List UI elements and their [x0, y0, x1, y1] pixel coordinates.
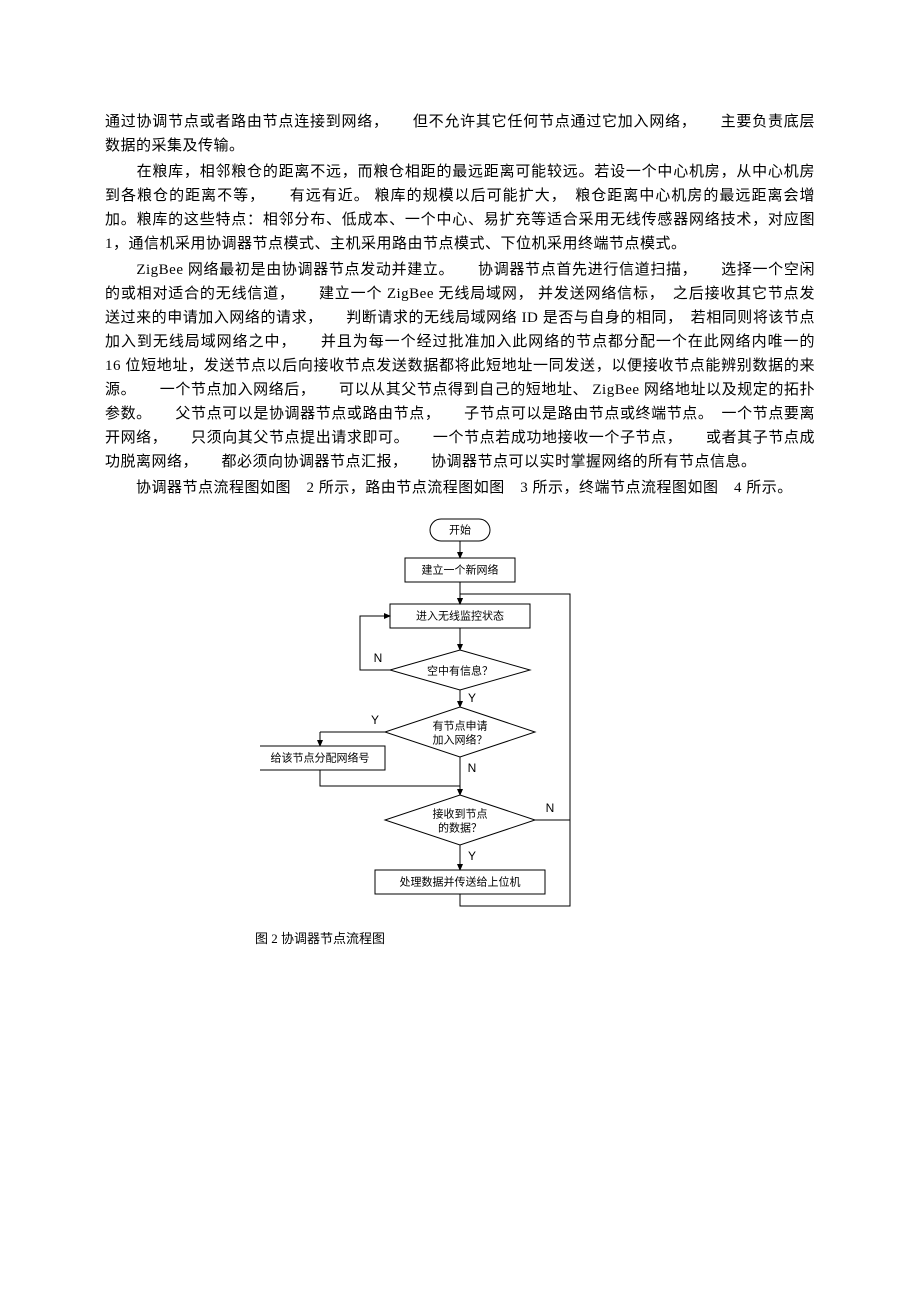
label-y: Y: [468, 849, 476, 863]
node-assign-label: 给该节点分配网络号: [271, 751, 370, 765]
flowchart-figure-2: 开始 建立一个新网络 进入无线监控状态 空中有信息？ N Y 有节点申请 加入网…: [260, 510, 660, 920]
node-monitor-label: 进入无线监控状态: [416, 609, 504, 623]
edge-assign-merge: [320, 770, 460, 786]
document-page: 通过协调节点或者路由节点连接到网络， 但不允许其它任何节点通过它加入网络， 主要…: [0, 0, 920, 1007]
figure-2-caption: 图 2 协调器节点流程图: [255, 928, 815, 947]
node-recv-label2: 的数据？: [438, 821, 482, 835]
label-y: Y: [468, 691, 476, 705]
node-apply-label1: 有节点申请: [433, 719, 488, 733]
node-hasinfo-label: 空中有信息？: [427, 664, 493, 678]
label-n: N: [374, 651, 383, 665]
label-n: N: [468, 761, 477, 775]
node-start-label: 开始: [449, 523, 471, 537]
node-create-label: 建立一个新网络: [422, 563, 499, 577]
paragraph-1: 通过协调节点或者路由节点连接到网络， 但不允许其它任何节点通过它加入网络， 主要…: [105, 110, 815, 158]
node-process-label: 处理数据并传送给上位机: [400, 875, 521, 889]
label-n: N: [546, 801, 555, 815]
paragraph-4: 协调器节点流程图如图 2 所示，路由节点流程图如图 3 所示，终端节点流程图如图…: [105, 476, 815, 500]
label-y: Y: [371, 713, 379, 727]
node-recv-label1: 接收到节点: [433, 807, 488, 821]
paragraph-2: 在粮库，相邻粮仓的距离不远，而粮仓相距的最远距离可能较远。若设一个中心机房，从中…: [105, 160, 815, 256]
node-apply-label2: 加入网络？: [433, 733, 488, 747]
paragraph-3: ZigBee 网络最初是由协调器节点发动并建立。 协调器节点首先进行信道扫描， …: [105, 258, 815, 474]
